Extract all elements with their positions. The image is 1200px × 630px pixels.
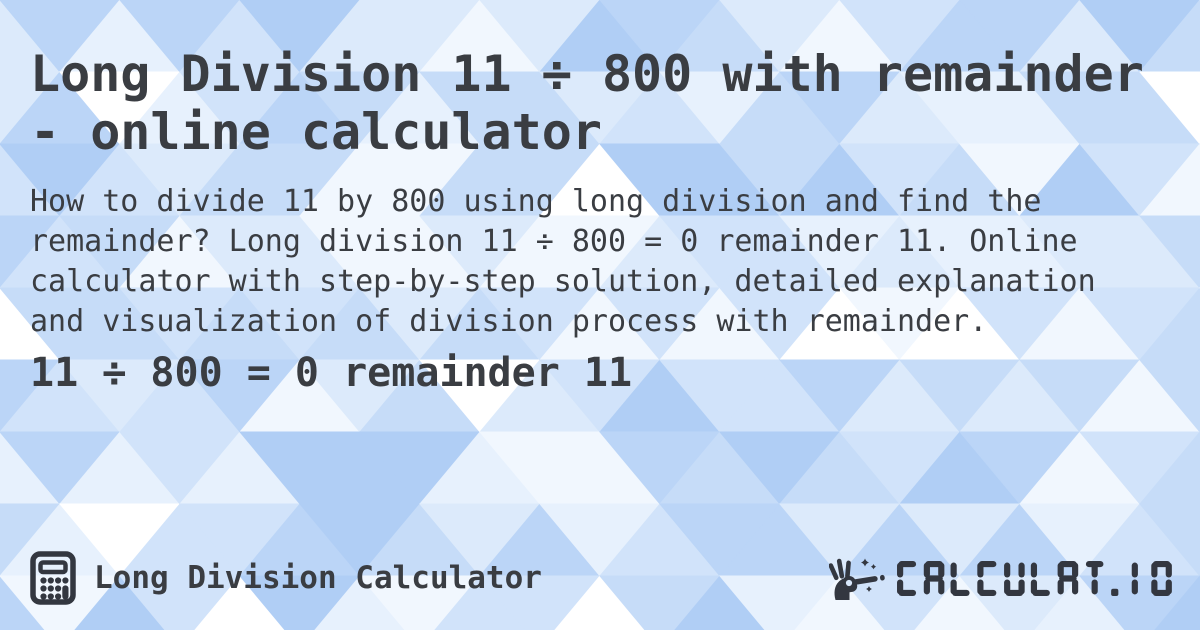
wand-ring-hole [846, 579, 853, 587]
page-title: Long Division 11 ÷ 800 with remainder - … [30, 45, 1144, 161]
magic-wand-hand-icon [829, 558, 885, 600]
calculator-icon [30, 551, 76, 605]
division-result: 11 ÷ 800 = 0 remainder 11 [30, 350, 633, 396]
brand-wordmark-calculat-io [897, 560, 1172, 596]
calculator-name-label: Long Division Calculator [94, 560, 542, 596]
page-description: How to divide 11 by 800 using long divis… [30, 184, 1096, 339]
calculator-title-group: Long Division Calculator [30, 551, 542, 605]
brand-logo [829, 556, 1172, 600]
